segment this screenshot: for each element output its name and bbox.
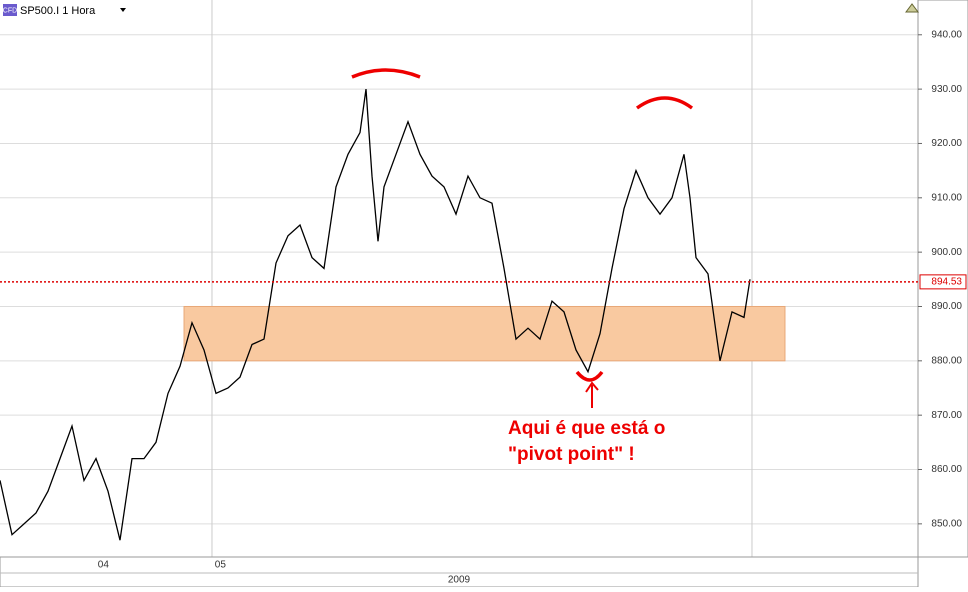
annotation-arrow — [585, 381, 599, 408]
y-tick-label: 870.00 — [931, 410, 962, 421]
x-axis-panel — [0, 556, 919, 588]
dropdown-arrow[interactable] — [120, 8, 126, 12]
peak-arc — [351, 68, 421, 79]
x-tick-label: 04 — [98, 560, 110, 571]
badge-bg — [3, 4, 17, 16]
x-tick-label: 05 — [215, 560, 227, 571]
reference-label: 894.53 — [931, 277, 962, 288]
corner-icon[interactable] — [905, 3, 919, 13]
peak-arc — [635, 96, 694, 110]
annotation: Aqui é que está o — [508, 418, 665, 439]
price-line — [0, 89, 751, 541]
y-tick-label: 940.00 — [931, 29, 962, 40]
x-axis-label: 2009 — [448, 575, 471, 586]
support-band — [183, 305, 786, 362]
y-tick-label: 860.00 — [931, 464, 962, 475]
annotation: "pivot point" ! — [508, 444, 635, 465]
y-tick-label: 850.00 — [931, 518, 962, 529]
y-tick-label: 930.00 — [931, 84, 962, 95]
badge: CFD — [3, 7, 17, 14]
y-tick-label: 910.00 — [931, 192, 962, 203]
reference-label-box — [919, 274, 967, 290]
y-tick-label: 900.00 — [931, 247, 962, 258]
y-tick-label: 890.00 — [931, 301, 962, 312]
y-tick-label: 880.00 — [931, 355, 962, 366]
chart-title[interactable]: SP500.I 1 Hora — [20, 5, 96, 17]
trough-arc — [575, 370, 604, 382]
y-tick-label: 920.00 — [931, 138, 962, 149]
